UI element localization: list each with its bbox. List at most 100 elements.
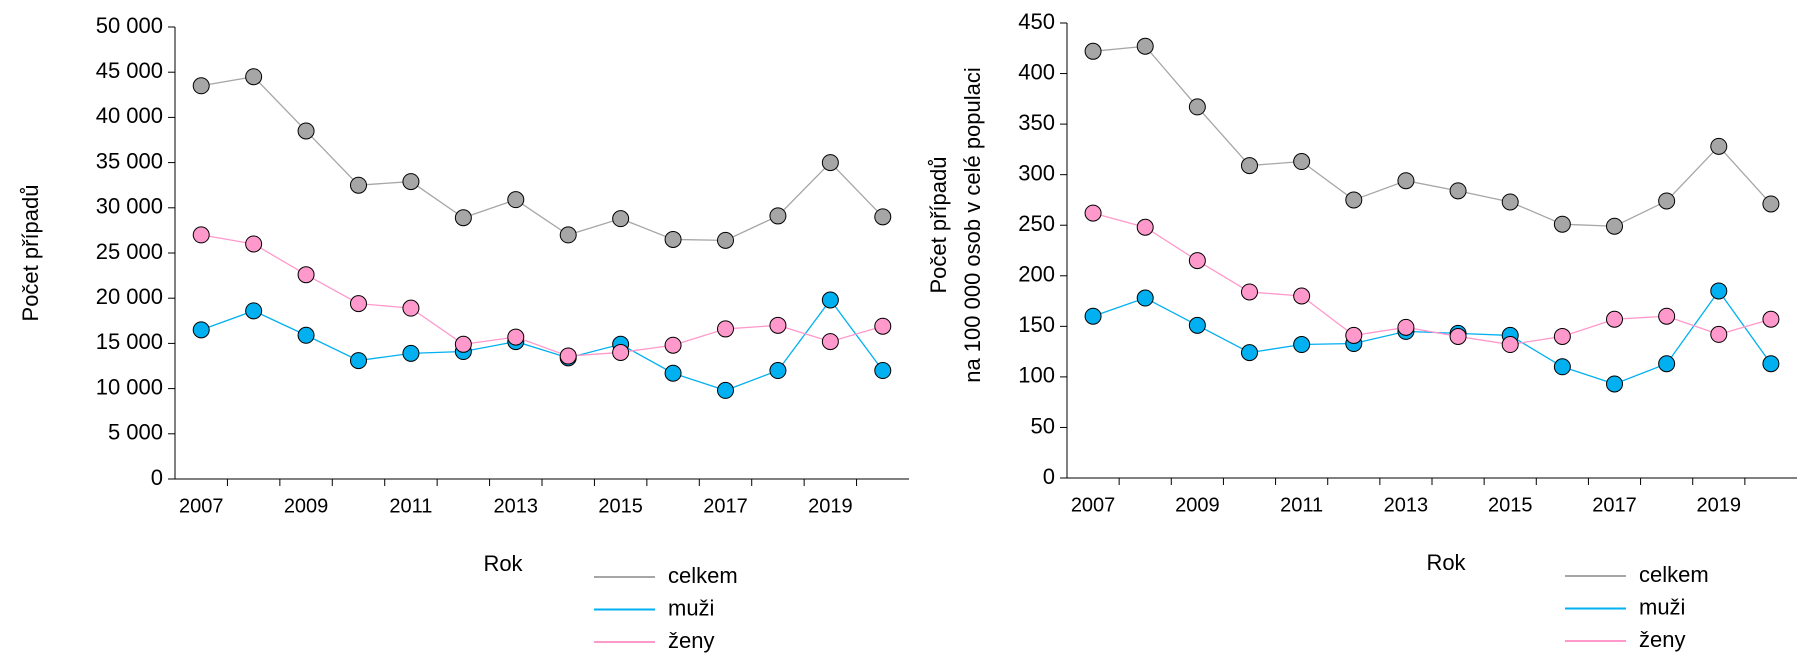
x-tick-label: 2007 <box>1071 494 1116 516</box>
series-line <box>1092 212 1772 346</box>
y-tick-label: 100 <box>1018 363 1055 388</box>
x-tick-label: 2011 <box>389 495 432 517</box>
y-tick-label: 450 <box>1018 9 1055 34</box>
x-tick-label: 2009 <box>1175 494 1220 516</box>
point <box>559 226 577 244</box>
legend-label: ženy <box>1639 627 1685 652</box>
point <box>664 336 682 354</box>
point <box>1241 344 1258 362</box>
y-tick-label: 0 <box>151 465 163 490</box>
point <box>350 295 367 313</box>
y-tick-label: 200 <box>1018 262 1055 287</box>
y-tick-label: 15 000 <box>96 329 163 354</box>
point <box>297 326 315 344</box>
legend-label: celkem <box>668 563 738 588</box>
point <box>1449 327 1467 345</box>
point <box>769 207 787 225</box>
point <box>1658 192 1676 210</box>
y-tick-label: 25 000 <box>96 239 163 264</box>
point <box>1241 157 1258 175</box>
point <box>769 316 787 334</box>
point <box>1501 336 1519 354</box>
point <box>1553 327 1571 345</box>
x-tick-label: 2015 <box>598 495 643 517</box>
point <box>297 122 315 140</box>
x-tick-label: 2017 <box>1592 494 1637 516</box>
point <box>350 352 367 370</box>
point <box>507 191 525 209</box>
point <box>612 210 630 228</box>
legend-label: ženy <box>668 628 714 653</box>
point <box>1710 282 1728 300</box>
point <box>1710 325 1728 343</box>
point <box>245 68 263 86</box>
point <box>402 299 420 317</box>
x-axis-title: Rok <box>483 551 523 576</box>
x-tick-label: 2007 <box>179 495 224 517</box>
series-line <box>1093 45 1772 227</box>
point <box>402 344 420 362</box>
point <box>1188 316 1206 334</box>
point <box>1553 358 1571 376</box>
point <box>192 77 210 95</box>
point <box>402 173 420 191</box>
y-tick-label: 10 000 <box>96 374 163 399</box>
point <box>1553 215 1571 233</box>
point <box>1710 137 1728 155</box>
point <box>1345 326 1363 344</box>
point <box>1345 191 1363 209</box>
x-tick-label: 2019 <box>1697 494 1742 516</box>
point <box>1293 287 1311 305</box>
point <box>1606 217 1623 235</box>
point <box>1084 42 1102 60</box>
point <box>454 335 472 353</box>
point <box>192 321 210 339</box>
point <box>874 362 892 380</box>
x-tick-label: 2013 <box>1384 494 1429 516</box>
point <box>821 333 839 351</box>
point <box>664 364 682 382</box>
y-tick-label: 30 000 <box>96 194 163 219</box>
chart: 0 50 100 150 200 250 300 350 400 450 2007 2009 2011 2… <box>926 9 1797 652</box>
point <box>507 328 525 346</box>
y-tick-label: 50 000 <box>96 13 163 38</box>
point <box>1606 375 1623 393</box>
point <box>821 291 839 309</box>
x-tick-label: 2015 <box>1488 494 1533 516</box>
point <box>1762 195 1780 213</box>
point <box>1188 98 1206 116</box>
y-tick-label: 40 000 <box>96 103 163 128</box>
point <box>1606 310 1623 328</box>
point <box>1658 355 1676 373</box>
series-line <box>201 234 883 357</box>
point <box>769 362 787 380</box>
point <box>717 381 734 399</box>
point <box>1293 153 1311 171</box>
y-tick-label: 350 <box>1018 110 1055 135</box>
point <box>1084 204 1102 222</box>
point <box>664 230 682 248</box>
y-axis-title: Počet případů <box>18 185 43 322</box>
point <box>612 343 630 361</box>
chart: 0 5 000 10 000 15 000 20 000 25 000 30 000 35 0… <box>18 13 909 653</box>
series-line <box>201 76 884 241</box>
point <box>559 347 577 365</box>
point <box>1136 289 1154 307</box>
y-tick-label: 50 <box>1031 413 1055 438</box>
x-tick-label: 2013 <box>494 495 539 517</box>
x-tick-label: 2009 <box>284 495 329 517</box>
x-tick-label: 2019 <box>808 495 853 517</box>
point <box>1501 193 1519 211</box>
y-tick-label: 250 <box>1018 211 1055 236</box>
point <box>454 209 472 227</box>
point <box>1397 318 1415 336</box>
legend-label: celkem <box>1639 562 1709 587</box>
point <box>1136 218 1154 236</box>
legend-label: muži <box>668 595 714 620</box>
point <box>245 302 263 320</box>
point <box>1762 310 1780 328</box>
x-tick-label: 2011 <box>1280 494 1323 516</box>
point <box>245 235 263 253</box>
y-tick-label: 0 <box>1043 464 1055 489</box>
